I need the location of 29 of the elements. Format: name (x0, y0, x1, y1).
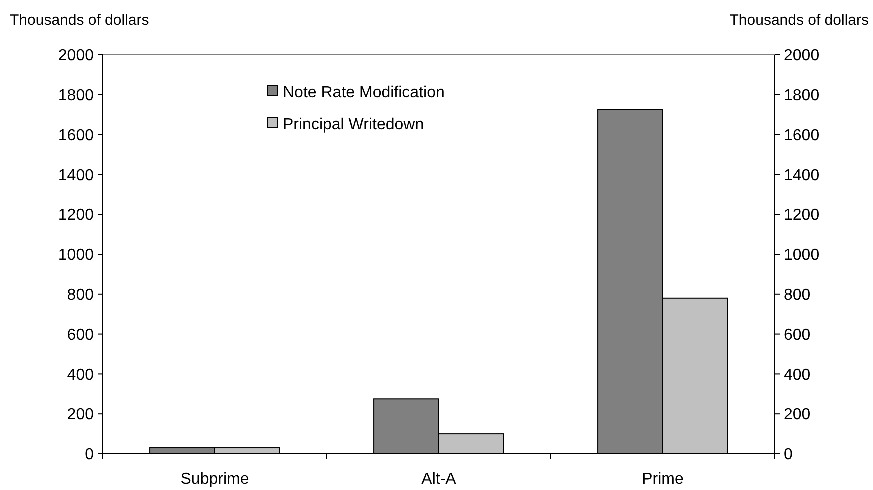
y-tick-label: 2000 (58, 48, 94, 65)
y2-tick-label: 0 (784, 446, 793, 464)
y2-axis-title: Thousands of dollars (730, 12, 869, 29)
y2-tick-label: 1600 (784, 127, 820, 144)
x-tick-label: Alt-A (422, 471, 457, 488)
y2-tick-label: 1200 (784, 207, 820, 224)
y-tick-label: 600 (67, 326, 94, 344)
y-tick-label: 1600 (58, 127, 94, 144)
legend-label: Principal Writedown (283, 116, 424, 134)
y2-tick-label: 1400 (784, 167, 820, 184)
y-tick-label: 1200 (58, 207, 94, 224)
y-tick-label: 200 (67, 406, 94, 424)
y-tick-label: 400 (67, 366, 94, 384)
y2-tick-label: 600 (784, 326, 811, 344)
y-axis-title: Thousands of dollars (10, 12, 150, 29)
x-tick-label: Subprime (180, 471, 250, 488)
y2-tick-label: 800 (784, 287, 811, 304)
y-tick-label: 0 (85, 446, 94, 464)
y2-tick-label: 2000 (784, 48, 820, 65)
y2-tick-label: 1800 (784, 88, 820, 104)
y-tick-label: 800 (67, 287, 94, 304)
y2-tick-label: 1000 (784, 247, 820, 264)
y-tick-label: 1800 (58, 88, 94, 104)
legend-label: Note Rate Modification (283, 84, 445, 102)
y-tick-label: 1000 (58, 247, 94, 264)
y2-tick-label: 200 (784, 406, 811, 424)
y-tick-label: 1400 (58, 167, 94, 184)
y2-tick-label: 400 (784, 366, 811, 384)
x-tick-label: Prime (642, 471, 684, 488)
